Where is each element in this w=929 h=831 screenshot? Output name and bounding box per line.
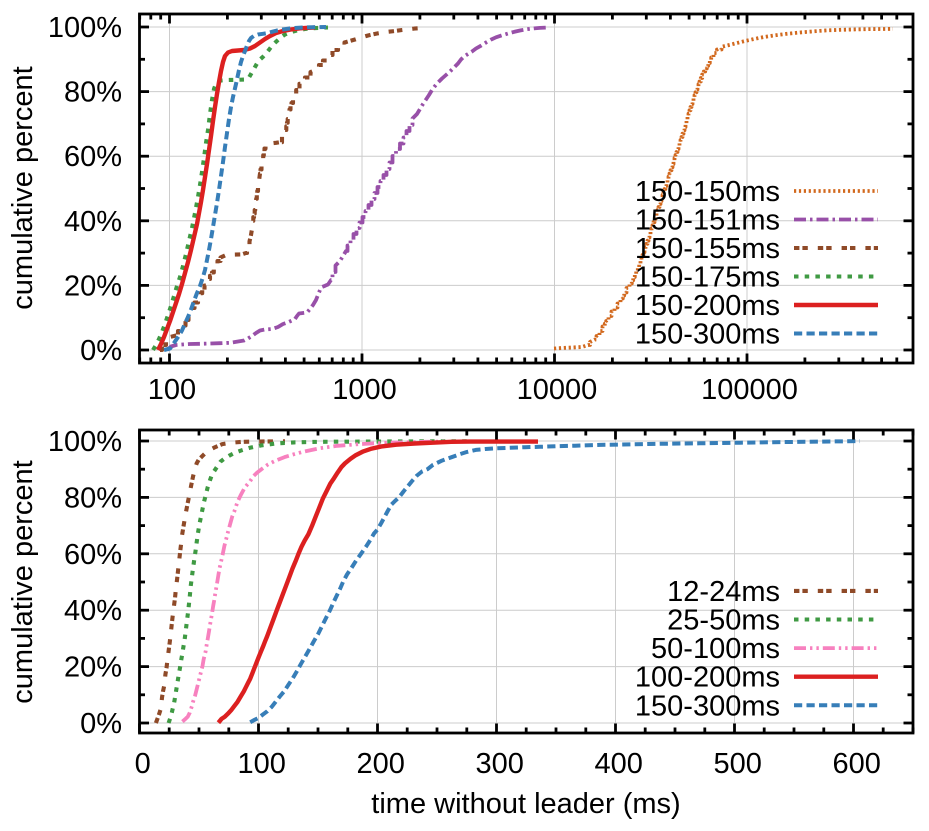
svg-text:500: 500 [714, 748, 762, 780]
svg-text:100: 100 [238, 748, 286, 780]
svg-text:cumulative percent: cumulative percent [7, 66, 39, 309]
svg-text:150-300ms: 150-300ms [635, 319, 780, 351]
svg-text:20%: 20% [64, 270, 122, 302]
svg-text:150-155ms: 150-155ms [635, 233, 780, 265]
svg-text:10000: 10000 [517, 374, 598, 406]
svg-text:40%: 40% [64, 595, 122, 627]
svg-text:50-100ms: 50-100ms [651, 633, 780, 665]
svg-text:80%: 80% [64, 482, 122, 514]
svg-text:100: 100 [148, 374, 196, 406]
svg-text:150-175ms: 150-175ms [635, 262, 780, 294]
svg-text:150-151ms: 150-151ms [635, 205, 780, 237]
svg-text:600: 600 [833, 748, 881, 780]
svg-text:150-200ms: 150-200ms [635, 290, 780, 322]
svg-text:60%: 60% [64, 539, 122, 571]
svg-text:100%: 100% [48, 12, 122, 44]
svg-text:100%: 100% [48, 426, 122, 458]
svg-text:100000: 100000 [701, 374, 798, 406]
svg-text:0%: 0% [80, 708, 122, 740]
svg-text:40%: 40% [64, 206, 122, 238]
svg-text:150-150ms: 150-150ms [635, 176, 780, 208]
svg-text:time without leader (ms): time without leader (ms) [371, 788, 680, 820]
svg-text:400: 400 [595, 748, 643, 780]
svg-text:60%: 60% [64, 141, 122, 173]
svg-text:300: 300 [476, 748, 524, 780]
svg-text:150-300ms: 150-300ms [635, 690, 780, 722]
svg-text:100-200ms: 100-200ms [635, 662, 780, 694]
svg-text:20%: 20% [64, 652, 122, 684]
svg-text:200: 200 [357, 748, 405, 780]
svg-text:80%: 80% [64, 77, 122, 109]
svg-text:25-50ms: 25-50ms [667, 605, 780, 637]
svg-text:12-24ms: 12-24ms [667, 576, 780, 608]
svg-text:0: 0 [135, 748, 151, 780]
svg-text:cumulative percent: cumulative percent [7, 460, 39, 703]
svg-text:0%: 0% [80, 335, 122, 367]
svg-text:1000: 1000 [332, 374, 397, 406]
